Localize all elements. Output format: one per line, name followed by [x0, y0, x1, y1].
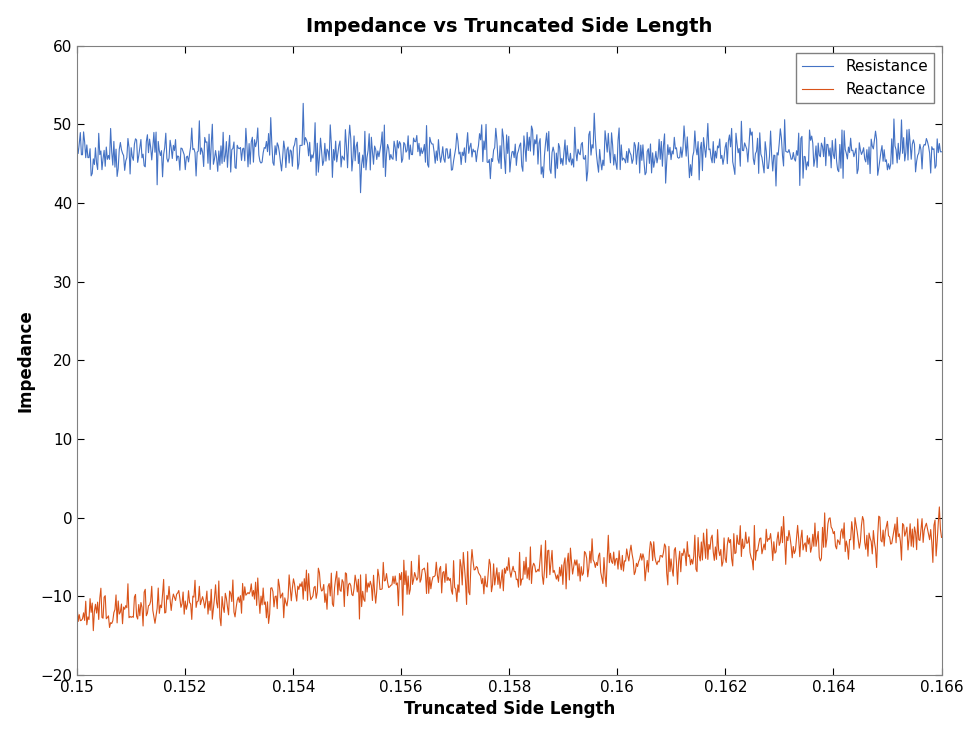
Resistance [817, 152, 829, 161]
Reactance [597, 579, 609, 588]
Resistance [72, 141, 83, 150]
Reactance [936, 533, 948, 542]
Resistance [598, 161, 610, 170]
Reactance [87, 626, 99, 635]
Reactance [574, 577, 586, 586]
Reactance [72, 601, 83, 610]
Y-axis label: Impedance: Impedance [17, 309, 34, 412]
Resistance [575, 140, 587, 148]
X-axis label: Truncated Side Length: Truncated Side Length [404, 700, 614, 718]
Reactance [125, 613, 137, 622]
Resistance [936, 147, 948, 156]
Line: Reactance: Reactance [77, 507, 942, 631]
Resistance [124, 170, 136, 179]
Reactance [934, 503, 946, 512]
Resistance [355, 188, 367, 197]
Resistance [297, 99, 309, 108]
Title: Impedance vs Truncated Side Length: Impedance vs Truncated Side Length [306, 17, 712, 36]
Resistance [729, 170, 741, 179]
Reactance [623, 556, 635, 565]
Reactance [816, 523, 828, 532]
Line: Resistance: Resistance [77, 104, 942, 193]
Reactance [728, 529, 740, 538]
Legend: Resistance, Reactance: Resistance, Reactance [796, 53, 934, 103]
Resistance [624, 148, 636, 157]
